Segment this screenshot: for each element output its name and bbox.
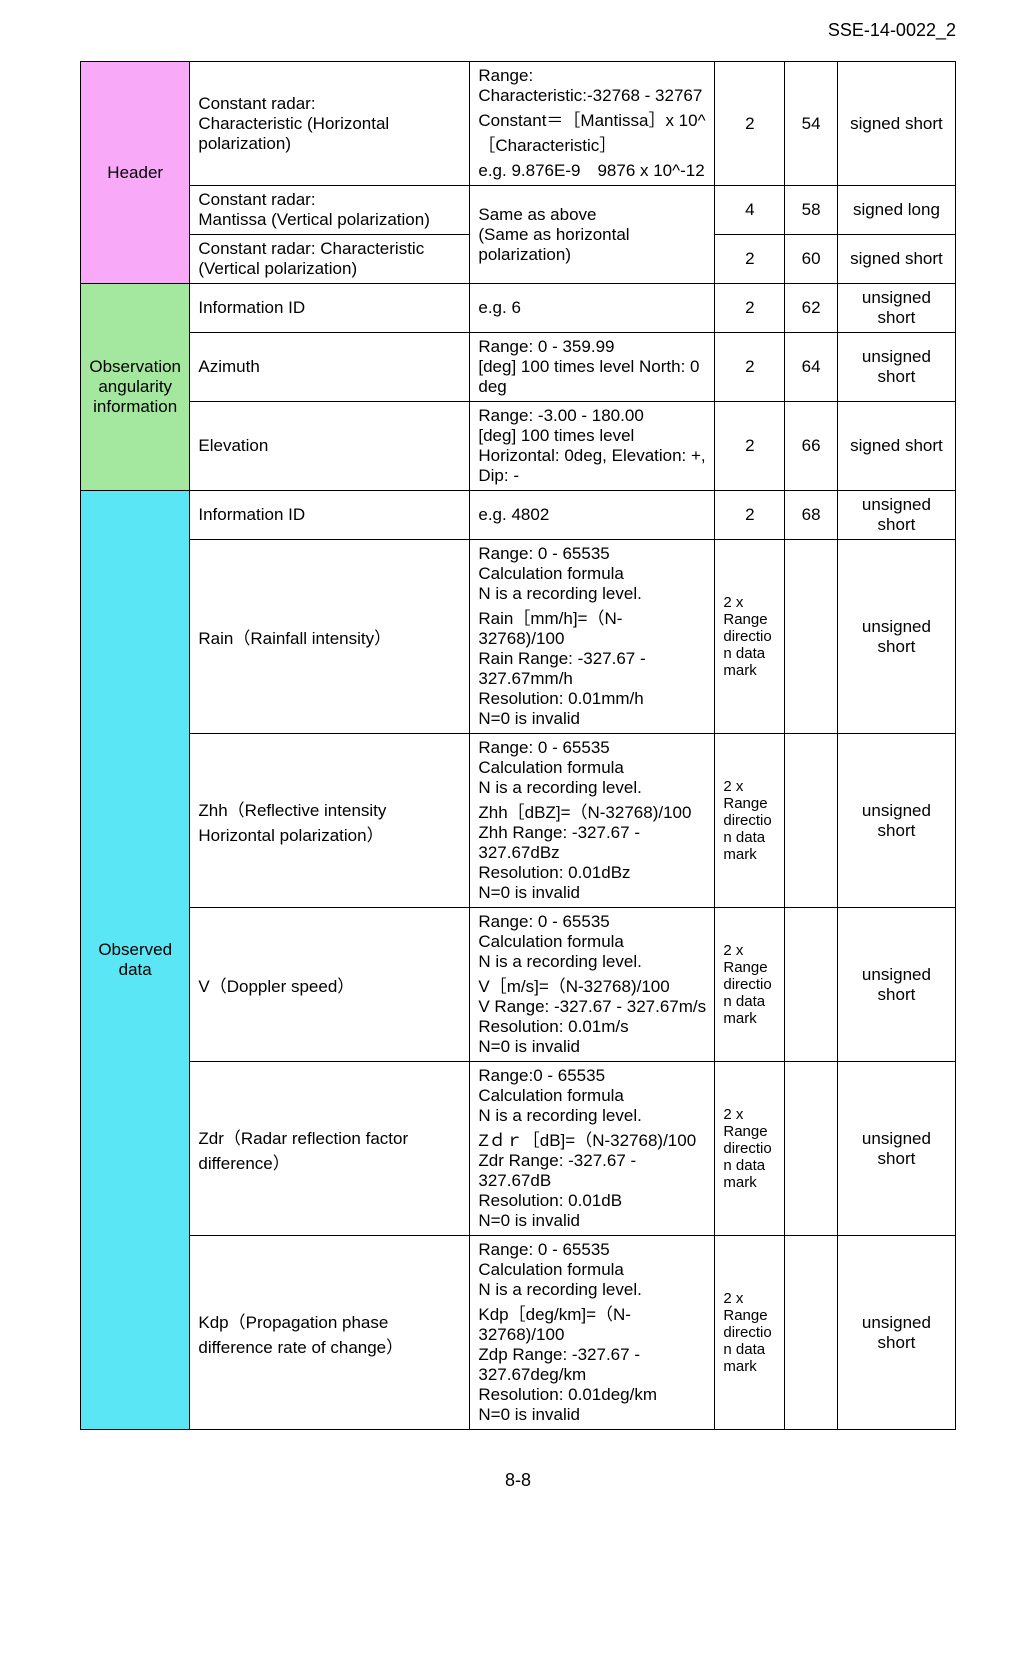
param-cell: V（Doppler speed） (190, 908, 470, 1062)
table-row: V（Doppler speed） Range: 0 - 65535Calcula… (81, 908, 956, 1062)
param-cell: Constant radar:Mantissa (Vertical polari… (190, 186, 470, 235)
table-row: Elevation Range: -3.00 - 180.00[deg] 100… (81, 402, 956, 491)
type-cell: unsigned short (837, 333, 955, 402)
type-cell: signed short (837, 402, 955, 491)
size-cell: 2 (715, 491, 785, 540)
size-cell: 2 x Range direction data mark (715, 908, 785, 1062)
offset-cell (785, 908, 838, 1062)
desc-cell: Range: 0 - 65535Calculation formulaN is … (470, 734, 715, 908)
table-row: Constant radar:Mantissa (Vertical polari… (81, 186, 956, 235)
offset-cell: 60 (785, 235, 838, 284)
offset-cell: 66 (785, 402, 838, 491)
document-id: SSE-14-0022_2 (80, 20, 956, 41)
size-cell: 4 (715, 186, 785, 235)
param-cell: Constant radar:Characteristic (Horizonta… (190, 62, 470, 186)
table-row: Rain（Rainfall intensity） Range: 0 - 6553… (81, 540, 956, 734)
desc-cell: Range: 0 - 65535Calculation formulaN is … (470, 540, 715, 734)
param-cell: Elevation (190, 402, 470, 491)
page-number: 8-8 (80, 1470, 956, 1491)
offset-cell: 58 (785, 186, 838, 235)
param-cell: Information ID (190, 491, 470, 540)
section-observed: Observed data (81, 491, 190, 1430)
desc-cell: Range: 0 - 65535Calculation formulaN is … (470, 908, 715, 1062)
size-cell: 2 (715, 333, 785, 402)
table-row: Observed data Information ID e.g. 4802 2… (81, 491, 956, 540)
type-cell: signed short (837, 62, 955, 186)
offset-cell (785, 1236, 838, 1430)
size-cell: 2 (715, 284, 785, 333)
offset-cell: 68 (785, 491, 838, 540)
offset-cell: 64 (785, 333, 838, 402)
size-cell: 2 x Range direction data mark (715, 1236, 785, 1430)
param-cell: Zdr（Radar reflection factor difference） (190, 1062, 470, 1236)
param-cell: Zhh（Reflective intensity Horizontal pola… (190, 734, 470, 908)
type-cell: unsigned short (837, 1062, 955, 1236)
offset-cell (785, 540, 838, 734)
offset-cell (785, 734, 838, 908)
desc-cell: e.g. 6 (470, 284, 715, 333)
table-row: Azimuth Range: 0 - 359.99[deg] 100 times… (81, 333, 956, 402)
param-cell: Kdp（Propagation phase difference rate of… (190, 1236, 470, 1430)
size-cell: 2 (715, 402, 785, 491)
table-row: Observation angularity information Infor… (81, 284, 956, 333)
type-cell: signed long (837, 186, 955, 235)
param-cell: Constant radar: Characteristic (Vertical… (190, 235, 470, 284)
size-cell: 2 x Range direction data mark (715, 734, 785, 908)
table-row: Header Constant radar:Characteristic (Ho… (81, 62, 956, 186)
type-cell: unsigned short (837, 491, 955, 540)
offset-cell: 54 (785, 62, 838, 186)
table-row: Zhh（Reflective intensity Horizontal pola… (81, 734, 956, 908)
desc-cell: Range:0 - 65535Calculation formulaN is a… (470, 1062, 715, 1236)
section-header: Header (81, 62, 190, 284)
size-cell: 2 (715, 62, 785, 186)
desc-cell: Same as above(Same as horizontal polariz… (470, 186, 715, 284)
size-cell: 2 (715, 235, 785, 284)
type-cell: unsigned short (837, 284, 955, 333)
param-cell: Rain（Rainfall intensity） (190, 540, 470, 734)
section-angularity: Observation angularity information (81, 284, 190, 491)
type-cell: unsigned short (837, 540, 955, 734)
type-cell: unsigned short (837, 1236, 955, 1430)
desc-cell: Range: 0 - 359.99[deg] 100 times level N… (470, 333, 715, 402)
type-cell: unsigned short (837, 908, 955, 1062)
offset-cell (785, 1062, 838, 1236)
desc-cell: e.g. 4802 (470, 491, 715, 540)
size-cell: 2 x Range direction data mark (715, 540, 785, 734)
size-cell: 2 x Range direction data mark (715, 1062, 785, 1236)
desc-cell: Range:Characteristic:-32768 - 32767Const… (470, 62, 715, 186)
offset-cell: 62 (785, 284, 838, 333)
data-table: Header Constant radar:Characteristic (Ho… (80, 61, 956, 1430)
table-row: Zdr（Radar reflection factor difference） … (81, 1062, 956, 1236)
param-cell: Azimuth (190, 333, 470, 402)
type-cell: unsigned short (837, 734, 955, 908)
table-row: Kdp（Propagation phase difference rate of… (81, 1236, 956, 1430)
type-cell: signed short (837, 235, 955, 284)
param-cell: Information ID (190, 284, 470, 333)
desc-cell: Range: -3.00 - 180.00[deg] 100 times lev… (470, 402, 715, 491)
desc-cell: Range: 0 - 65535Calculation formulaN is … (470, 1236, 715, 1430)
